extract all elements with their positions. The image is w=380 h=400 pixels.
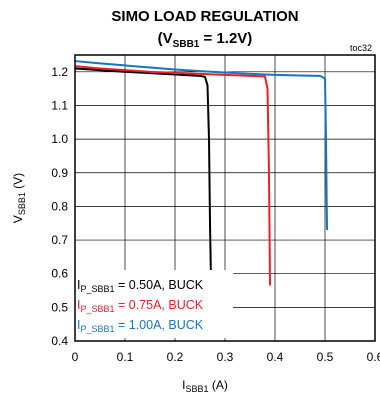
series-layer: [74, 60, 328, 286]
y-tick-label: 0.6: [51, 267, 68, 281]
y-tick-label: 0.8: [51, 199, 68, 213]
chart-subtitle-suffix: = 1.2V): [199, 30, 252, 47]
legend: IP_SBB1 = 0.50A, BUCK IP_SBB1 = 0.75A, B…: [77, 278, 204, 334]
chart-subtitle-sub: SBB1: [173, 39, 200, 50]
series-line-0: [74, 67, 212, 281]
x-tick-label: 0.4: [267, 350, 284, 364]
x-tick-label: 0: [72, 350, 79, 364]
x-tick-label: 0.3: [217, 350, 234, 364]
x-tick-label: 0.1: [117, 350, 134, 364]
plot-frame: [74, 54, 376, 342]
y-tick-label: 0.5: [51, 300, 68, 314]
x-tick-label: 0.6: [367, 350, 380, 364]
chart-title: SIMO LOAD REGULATION: [111, 8, 298, 25]
y-tick-label: 0.7: [51, 233, 68, 247]
legend-background: [75, 270, 233, 338]
chart-tag: toc32: [350, 43, 372, 53]
x-axis-label: ISBB1 (A): [182, 378, 228, 394]
legend-item-0: IP_SBB1 = 0.50A, BUCK: [77, 278, 204, 294]
chart-subtitle-prefix: (V: [158, 30, 173, 47]
x-tick-label: 0.5: [317, 350, 334, 364]
x-tick-label: 0.2: [167, 350, 184, 364]
series-line-1: [74, 65, 271, 286]
y-tick-label: 0.9: [51, 166, 68, 180]
y-axis-label: VSBB1 (V): [11, 173, 27, 223]
legend-item-2: IP_SBB1 = 1.00A, BUCK: [77, 318, 204, 334]
y-tick-label: 1.2: [51, 65, 68, 79]
series-line-2: [74, 60, 328, 230]
y-tick-label: 1.0: [51, 132, 68, 146]
y-tick-label: 1.1: [51, 98, 68, 112]
chart-subtitle: (VSBB1 = 1.2V): [158, 30, 253, 50]
tick-labels: 0.4 0.5 0.6 0.7 0.8 0.9 1.0 1.1 1.2 0 0.1 0.2 0.3 0.4…: [51, 65, 380, 364]
y-tick-label: 0.4: [51, 334, 68, 348]
legend-item-1: IP_SBB1 = 0.75A, BUCK: [77, 298, 204, 314]
